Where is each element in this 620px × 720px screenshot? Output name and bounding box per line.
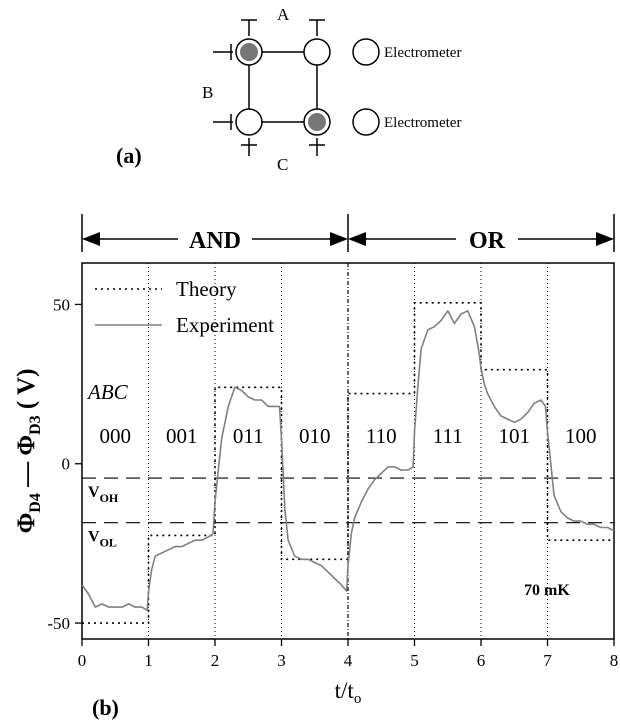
gate-electrodes (213, 19, 325, 156)
state-label-000: 000 (100, 424, 132, 448)
axis-ticks: 0 1 2 3 4 5 6 7 8 -50 0 50 (47, 295, 618, 670)
threshold-lines (82, 477, 614, 524)
node-label-c: C (277, 155, 288, 174)
legend: Theory Experiment (95, 277, 274, 337)
y-axis-label: ΦD4 — ΦD3 ( V) (13, 369, 44, 534)
dot-top-right (303, 38, 331, 66)
x-tick-label-8: 8 (610, 651, 619, 670)
region-header: AND OR (81, 214, 615, 254)
voh-label: VOH (88, 484, 119, 505)
x-tick-label-5: 5 (410, 651, 419, 670)
y-tick-label-2: 50 (53, 295, 70, 314)
state-label-011: 011 (233, 424, 264, 448)
schematic-diagram: Electrometer Electrometer A B C (a) (116, 5, 461, 174)
x-tick-label-1: 1 (144, 651, 153, 670)
y-tick-label-0: -50 (47, 614, 70, 633)
state-label-010: 010 (299, 424, 331, 448)
state-label-100: 100 (565, 424, 597, 448)
region-label-and: AND (189, 228, 241, 254)
x-tick-label-4: 4 (344, 651, 353, 670)
abc-header: ABC (86, 380, 129, 404)
state-label-101: 101 (499, 424, 531, 448)
x-tick-label-7: 7 (543, 651, 552, 670)
x-tick-label-6: 6 (477, 651, 486, 670)
state-label-110: 110 (366, 424, 397, 448)
node-label-b: B (202, 83, 213, 102)
dot-bottom-left (235, 108, 263, 136)
x-tick-label-3: 3 (277, 651, 286, 670)
state-label-111: 111 (433, 424, 463, 448)
series-experiment (81, 310, 615, 612)
plot-area: 0 1 2 3 4 5 6 7 8 -50 0 50 000 001 011 010 110 111 101 100… (47, 262, 618, 670)
series-group (81, 302, 615, 624)
x-axis-label: t/to (335, 678, 362, 707)
electrometer-label-2: Electrometer (384, 115, 461, 131)
node-label-a: A (277, 5, 290, 24)
state-labels: 000 001 011 010 110 111 101 100 (100, 424, 597, 448)
panel-label-a: (a) (116, 143, 142, 168)
dot-top-left (235, 38, 263, 66)
legend-theory-label: Theory (176, 277, 237, 301)
temperature-label: 70 mK (524, 582, 570, 599)
electrometer-icon-2 (352, 108, 380, 136)
state-label-001: 001 (166, 424, 198, 448)
x-tick-label-2: 2 (211, 651, 220, 670)
dot-bottom-right (303, 108, 331, 136)
x-tick-label-0: 0 (78, 651, 87, 670)
electrometer-label-1: Electrometer (384, 45, 461, 61)
y-tick-label-1: 0 (62, 455, 71, 474)
vol-label: VOL (88, 529, 117, 550)
series-theory (82, 302, 614, 624)
panel-label-b: (b) (92, 695, 119, 720)
region-label-or: OR (469, 228, 506, 254)
electrometer-icon-1 (352, 38, 380, 66)
legend-experiment-label: Experiment (176, 313, 274, 337)
